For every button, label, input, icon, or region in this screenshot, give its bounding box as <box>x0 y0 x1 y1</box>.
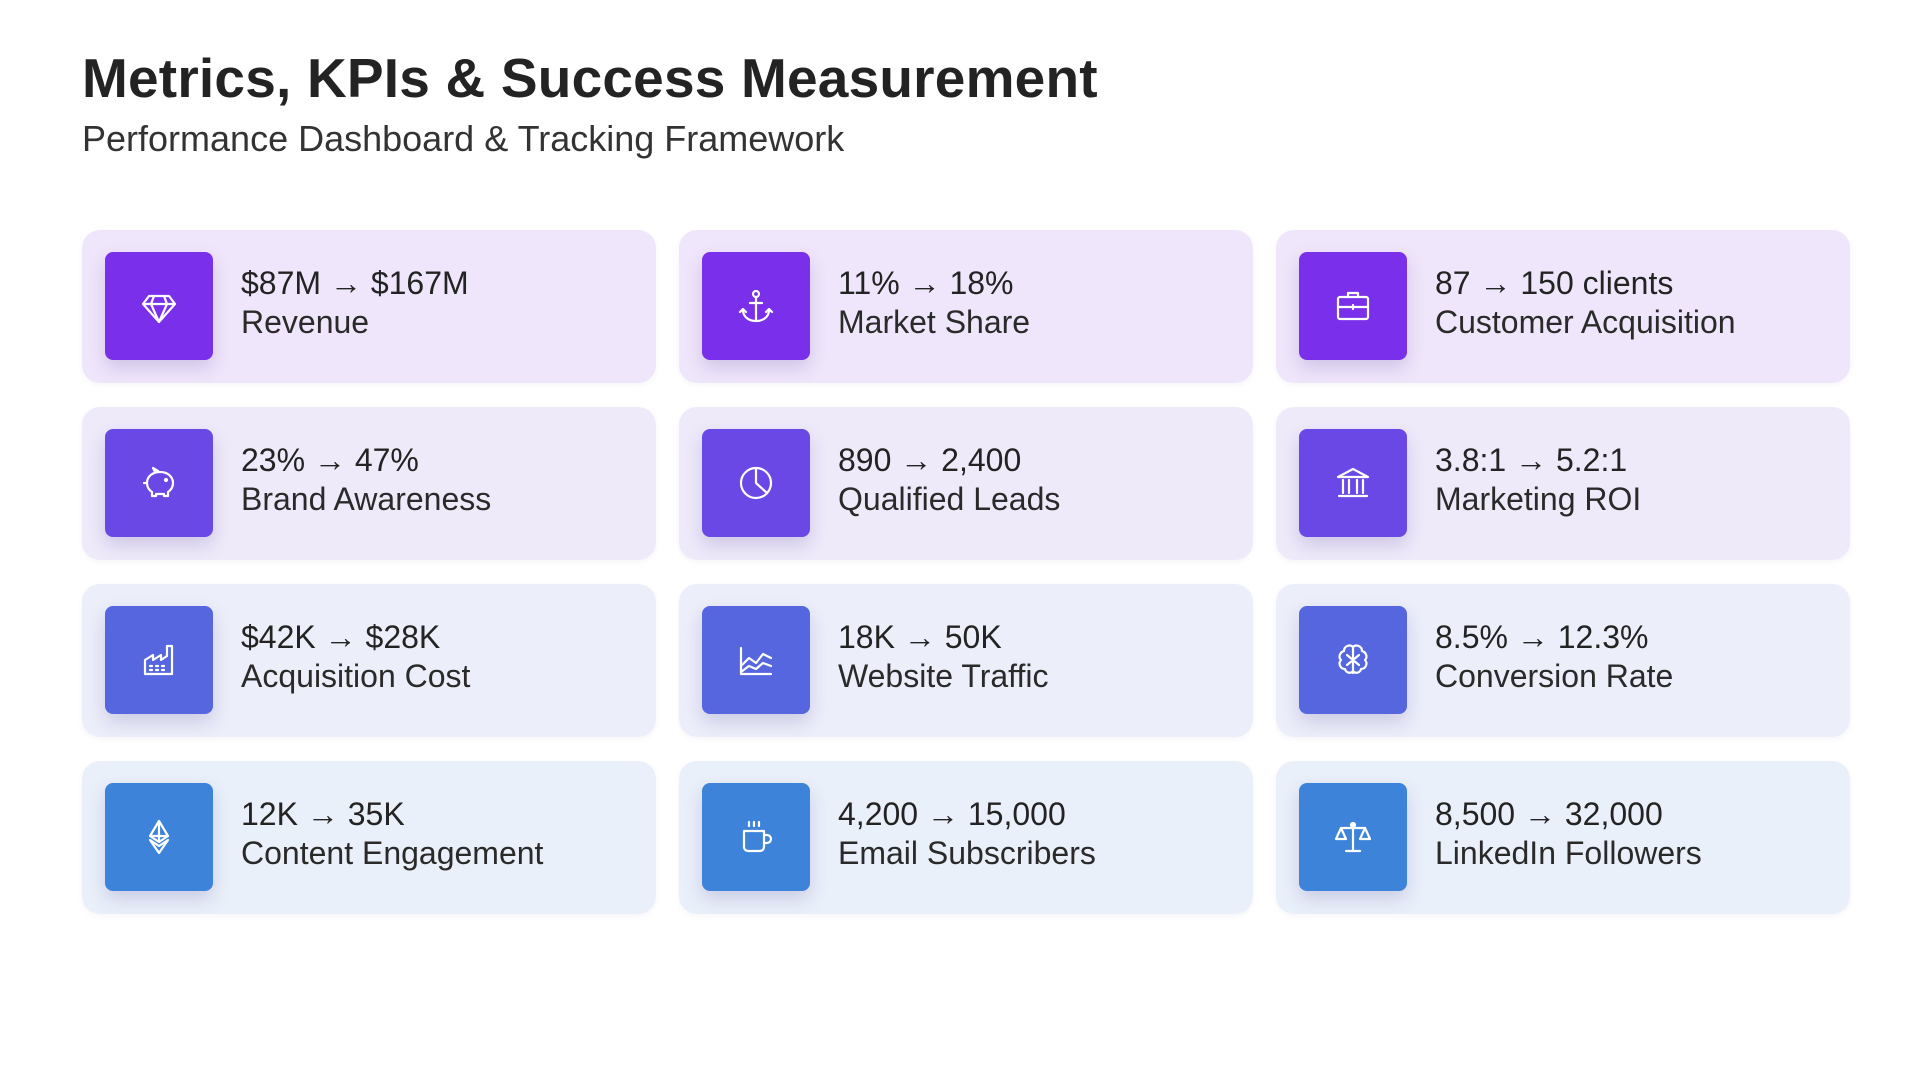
metric-label: Market Share <box>838 304 1031 340</box>
metric-label: Qualified Leads <box>838 481 1061 517</box>
briefcase-icon <box>1299 252 1407 360</box>
pie-chart-icon <box>702 429 810 537</box>
metric-label: Brand Awareness <box>241 481 492 517</box>
metric-value: 87 → 150 clients <box>1435 265 1674 301</box>
metric-value: 18K → 50K <box>838 619 1002 655</box>
metric-label: Email Subscribers <box>838 835 1096 871</box>
bank-icon <box>1299 429 1407 537</box>
metric-label: Conversion Rate <box>1435 658 1674 694</box>
metric-card-market-share: 11% → 18% Market Share <box>679 230 1253 383</box>
metric-label: Revenue <box>241 304 370 340</box>
metric-value: 4,200 → 15,000 <box>838 796 1066 832</box>
metric-value: $42K → $28K <box>241 619 441 655</box>
brain-icon <box>1299 606 1407 714</box>
factory-icon <box>105 606 213 714</box>
metric-value: 8,500 → 32,000 <box>1435 796 1663 832</box>
metric-card-marketing-roi: 3.8:1 → 5.2:1 Marketing ROI <box>1276 407 1850 560</box>
metric-value: 890 → 2,400 <box>838 442 1022 478</box>
metric-card-customer-acquisition: 87 → 150 clients Customer Acquisition <box>1276 230 1850 383</box>
metric-card-brand-awareness: 23% → 47% Brand Awareness <box>82 407 656 560</box>
metric-value: 11% → 18% <box>838 265 1014 301</box>
metric-card-website-traffic: 18K → 50K Website Traffic <box>679 584 1253 737</box>
anchor-icon <box>702 252 810 360</box>
metric-card-content-engagement: 12K → 35K Content Engagement <box>82 761 656 914</box>
diamond-icon <box>105 252 213 360</box>
scale-icon <box>1299 783 1407 891</box>
ethereum-icon <box>105 783 213 891</box>
metric-card-acquisition-cost: $42K → $28K Acquisition Cost <box>82 584 656 737</box>
metric-label: Website Traffic <box>838 658 1049 694</box>
metric-card-qualified-leads: 890 → 2,400 Qualified Leads <box>679 407 1253 560</box>
metric-label: Customer Acquisition <box>1435 304 1736 340</box>
metric-value: 12K → 35K <box>241 796 405 832</box>
metric-label: Acquisition Cost <box>241 658 471 694</box>
metric-card-conversion-rate: 8.5% → 12.3% Conversion Rate <box>1276 584 1850 737</box>
metric-value: 8.5% → 12.3% <box>1435 619 1649 655</box>
metric-card-revenue: $87M → $167M Revenue <box>82 230 656 383</box>
metric-label: Content Engagement <box>241 835 544 871</box>
metric-card-email-subscribers: 4,200 → 15,000 Email Subscribers <box>679 761 1253 914</box>
metric-label: LinkedIn Followers <box>1435 835 1702 871</box>
page-title: Metrics, KPIs & Success Measurement <box>82 47 1098 109</box>
area-chart-icon <box>702 606 810 714</box>
metric-value: 3.8:1 → 5.2:1 <box>1435 442 1628 478</box>
page-subtitle: Performance Dashboard & Tracking Framewo… <box>82 118 845 159</box>
piggy-bank-icon <box>105 429 213 537</box>
metric-value: 23% → 47% <box>241 442 419 478</box>
coffee-cup-icon <box>702 783 810 891</box>
metric-label: Marketing ROI <box>1435 481 1642 517</box>
metrics-grid: $87M → $167M Revenue 11% → 18% Market Shar… <box>82 230 1850 914</box>
metric-card-linkedin-followers: 8,500 → 32,000 LinkedIn Followers <box>1276 761 1850 914</box>
metric-value: $87M → $167M <box>241 265 469 301</box>
